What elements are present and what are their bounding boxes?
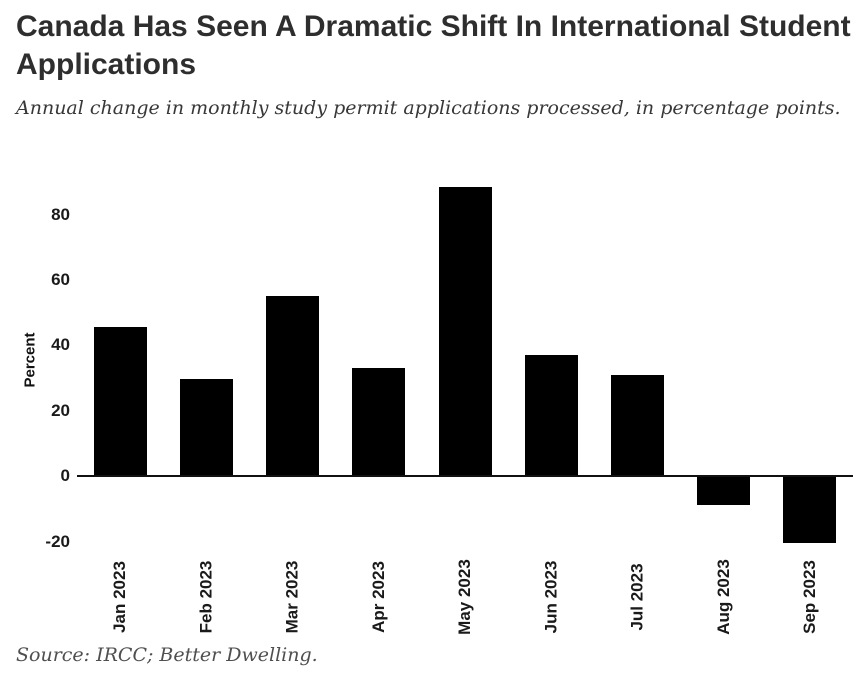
y-tick-label-80: 80	[51, 204, 70, 224]
y-tick-label-60: 60	[51, 269, 70, 289]
x-tick-box-aug-2023: Aug 2023	[684, 558, 764, 636]
bar-may-2023	[438, 186, 492, 477]
x-tick-box-apr-2023: Apr 2023	[339, 558, 419, 636]
x-tick-label: Jun 2023	[541, 560, 561, 634]
bar-sep-2023	[783, 476, 837, 543]
x-tick-label: Aug 2023	[713, 559, 733, 635]
y-tick-label-20: 20	[51, 400, 70, 420]
bar-apr-2023	[352, 367, 406, 477]
x-tick-label: Sep 2023	[799, 560, 819, 634]
bar-jul-2023	[610, 375, 664, 477]
x-tick-box-may-2023: May 2023	[425, 558, 505, 636]
chart-title: Canada Has Seen A Dramatic Shift In Inte…	[16, 10, 851, 81]
x-tick-label: Jan 2023	[110, 561, 130, 633]
x-tick-label: Apr 2023	[368, 561, 388, 633]
x-tick-label: May 2023	[455, 559, 474, 635]
bar-feb-2023	[179, 379, 233, 477]
y-tick-label-40: 40	[51, 335, 70, 355]
y-tick-label--20: -20	[45, 531, 70, 551]
x-tick-box-jun-2023: Jun 2023	[511, 558, 591, 636]
source-note: Source: IRCC; Better Dwelling.	[16, 644, 318, 666]
bar-mar-2023	[266, 295, 320, 477]
x-tick-box-jan-2023: Jan 2023	[80, 558, 160, 636]
bar-jun-2023	[524, 354, 578, 477]
x-tick-box-mar-2023: Mar 2023	[253, 558, 333, 636]
x-tick-box-feb-2023: Feb 2023	[166, 558, 246, 636]
x-tick-label: Mar 2023	[282, 560, 302, 634]
x-tick-box-sep-2023: Sep 2023	[770, 558, 850, 636]
x-axis-line	[77, 475, 853, 478]
x-tick-label: Feb 2023	[196, 560, 216, 634]
x-tick-box-jul-2023: Jul 2023	[597, 558, 677, 636]
bar-jan-2023	[93, 327, 147, 477]
x-tick-label: Jul 2023	[627, 563, 647, 631]
chart-subtitle: Annual change in monthly study permit ap…	[16, 97, 841, 119]
y-tick-label-0: 0	[60, 466, 70, 486]
bar-aug-2023	[697, 476, 751, 505]
